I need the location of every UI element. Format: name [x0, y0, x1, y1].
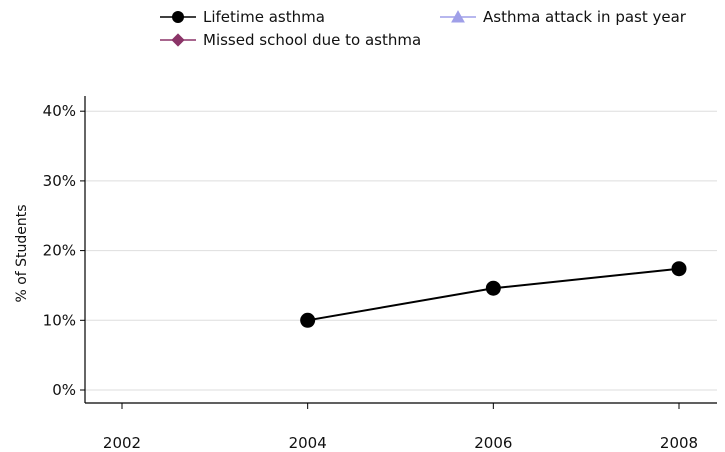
x-tick-label: 2002	[103, 434, 141, 452]
legend-item: Missed school due to asthma	[160, 31, 421, 49]
data-point	[485, 280, 501, 296]
data-point	[300, 312, 316, 328]
legend-label: Missed school due to asthma	[203, 31, 421, 49]
x-tick-label: 2004	[289, 434, 327, 452]
y-axis-title: % of Students	[14, 204, 30, 302]
y-tick-label: 30%	[43, 172, 76, 190]
x-tick-label: 2006	[474, 434, 512, 452]
y-tick-label: 0%	[52, 381, 76, 399]
legend-marker	[171, 33, 185, 47]
legend-marker	[172, 11, 184, 23]
series-layer	[300, 261, 687, 328]
gridlines	[85, 110, 717, 391]
legend-item: Asthma attack in past year	[440, 8, 687, 26]
legend: Lifetime asthma Asthma attack in past yea…	[160, 8, 687, 49]
legend-label: Asthma attack in past year	[483, 8, 687, 26]
data-point	[671, 261, 687, 277]
x-tick-label: 2008	[660, 434, 698, 452]
y-tick-label: 20%	[43, 242, 76, 260]
legend-label: Lifetime asthma	[203, 8, 325, 26]
y-tick-label: 10%	[43, 311, 76, 329]
y-tick-label: 40%	[43, 102, 76, 120]
legend-item: Lifetime asthma	[160, 8, 325, 26]
legend-marker	[451, 10, 465, 23]
axes: 0% 10% 20% 30% 40% 2002 2004 2006 2008	[43, 96, 717, 452]
